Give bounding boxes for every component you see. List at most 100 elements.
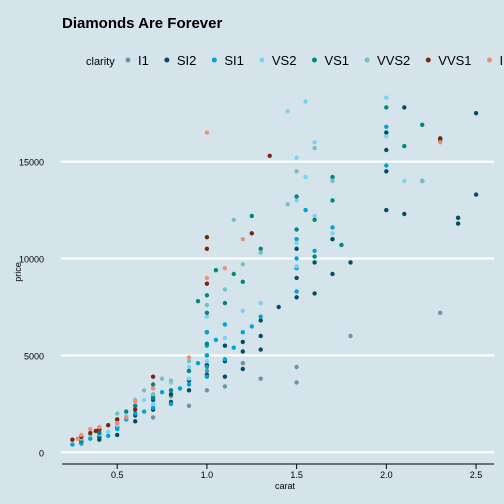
point-VS2-31 bbox=[312, 213, 317, 219]
legend-key-SI2 bbox=[164, 57, 170, 63]
point-SI2-41 bbox=[455, 215, 461, 220]
x-tick-label-2.0: 2.0 bbox=[380, 470, 393, 480]
point-VVS2-13 bbox=[312, 145, 317, 151]
point-VVS2-2 bbox=[115, 411, 120, 416]
point-SI2-6 bbox=[168, 392, 174, 397]
point-SI1-19 bbox=[222, 357, 228, 362]
gridlines bbox=[61, 160, 494, 454]
point-SI2-44 bbox=[222, 343, 228, 348]
x-tick-label-1.0: 1.0 bbox=[201, 470, 214, 480]
point-SI1-33 bbox=[177, 386, 183, 391]
legend-label-VVS1: VVS1 bbox=[438, 53, 471, 68]
point-VS1-6 bbox=[168, 388, 174, 393]
point-IF-0 bbox=[79, 432, 84, 438]
point-IF-3 bbox=[115, 421, 120, 426]
point-SI1-15 bbox=[204, 353, 210, 358]
point-SI1-17 bbox=[204, 330, 210, 335]
legend: clarity I1 SI2 SI1 VS2 VS1 VVS2 VVS1 IF bbox=[86, 53, 504, 68]
point-VVS1-10 bbox=[249, 231, 254, 236]
point-SI1-34 bbox=[231, 345, 236, 350]
legend-label-SI2: SI2 bbox=[177, 53, 197, 68]
legend-key-IF bbox=[487, 57, 493, 63]
legend-key-VVS2 bbox=[364, 57, 370, 63]
point-VVS1-4 bbox=[115, 417, 120, 422]
y-axis: 0 5000 10000 15000 bbox=[19, 158, 44, 459]
point-SI2-47 bbox=[384, 147, 389, 153]
series-IF bbox=[75, 130, 443, 441]
point-VVS2-16 bbox=[231, 217, 236, 222]
point-VS2-19 bbox=[312, 140, 317, 145]
point-SI2-31 bbox=[473, 192, 479, 197]
series-VS1 bbox=[79, 105, 425, 443]
legend-label-I1: I1 bbox=[138, 53, 149, 68]
point-VVS2-11 bbox=[285, 202, 290, 207]
point-SI2-32 bbox=[473, 111, 479, 116]
point-SI2-24 bbox=[384, 207, 389, 213]
point-VS2-30 bbox=[141, 397, 147, 403]
point-VS2-8 bbox=[186, 376, 192, 381]
point-VS2-25 bbox=[285, 109, 290, 114]
x-axis: 0.5 1.0 1.5 2.0 2.5 bbox=[62, 463, 494, 480]
point-SI1-32 bbox=[141, 409, 147, 414]
point-SI1-25 bbox=[294, 289, 299, 294]
point-SI1-12 bbox=[186, 382, 192, 387]
point-SI1-37 bbox=[70, 442, 75, 447]
x-tick-label-0.5: 0.5 bbox=[111, 470, 124, 480]
point-VS1-12 bbox=[231, 271, 236, 277]
point-VS1-4 bbox=[150, 395, 156, 401]
legend-title: clarity bbox=[86, 56, 115, 68]
point-VVS2-5 bbox=[168, 378, 174, 383]
point-SI2-3 bbox=[133, 419, 138, 424]
point-SI1-18 bbox=[213, 337, 219, 343]
point-SI2-40 bbox=[402, 211, 407, 217]
point-SI2-37 bbox=[240, 366, 245, 372]
point-VS2-24 bbox=[384, 134, 389, 139]
legend-label-IF: IF bbox=[500, 53, 504, 68]
point-VVS1-11 bbox=[267, 153, 272, 158]
point-VS2-9 bbox=[204, 359, 210, 364]
y-tick-label-0: 0 bbox=[39, 448, 44, 458]
legend-label-VS2: VS2 bbox=[272, 53, 297, 68]
point-IF-9 bbox=[222, 266, 228, 271]
point-VS1-7 bbox=[186, 368, 192, 374]
point-IF-12 bbox=[438, 140, 443, 145]
point-VS2-13 bbox=[240, 308, 245, 313]
point-SI1-28 bbox=[384, 163, 389, 168]
point-VVS2-6 bbox=[186, 359, 192, 364]
point-VS1-28 bbox=[312, 254, 317, 259]
point-VVS1-8 bbox=[204, 246, 210, 251]
point-IF-10 bbox=[240, 237, 245, 242]
point-SI1-7 bbox=[133, 411, 138, 416]
point-SI2-18 bbox=[294, 295, 299, 300]
point-VS1-14 bbox=[258, 246, 263, 251]
x-axis-label: carat bbox=[275, 481, 296, 491]
point-SI1-38 bbox=[195, 361, 201, 366]
point-SI2-17 bbox=[258, 318, 263, 323]
point-I1-7 bbox=[186, 403, 192, 408]
legend-key-I1 bbox=[125, 57, 131, 63]
point-VS2-29 bbox=[106, 429, 111, 435]
point-SI1-35 bbox=[249, 324, 254, 329]
point-VVS1-6 bbox=[150, 374, 156, 379]
point-IF-7 bbox=[186, 355, 192, 360]
point-I1-9 bbox=[294, 364, 299, 370]
point-VS1-11 bbox=[222, 300, 228, 306]
point-VS1-19 bbox=[330, 174, 335, 180]
point-VVS2-8 bbox=[222, 287, 228, 292]
point-IF-11 bbox=[204, 130, 210, 135]
point-SI1-41 bbox=[303, 207, 308, 213]
point-VVS1-13 bbox=[70, 437, 75, 442]
point-SI1-1 bbox=[88, 436, 93, 441]
point-VS1-9 bbox=[204, 310, 210, 315]
point-VS2-18 bbox=[303, 174, 308, 180]
point-VVS2-18 bbox=[141, 388, 147, 393]
point-SI2-27 bbox=[402, 105, 407, 110]
point-VS1-24 bbox=[195, 299, 201, 304]
point-SI1-31 bbox=[106, 433, 111, 438]
point-SI1-27 bbox=[330, 225, 335, 230]
point-I1-0 bbox=[150, 415, 156, 420]
point-SI2-25 bbox=[384, 169, 389, 174]
point-I1-6 bbox=[438, 310, 443, 315]
point-SI2-43 bbox=[97, 437, 102, 442]
